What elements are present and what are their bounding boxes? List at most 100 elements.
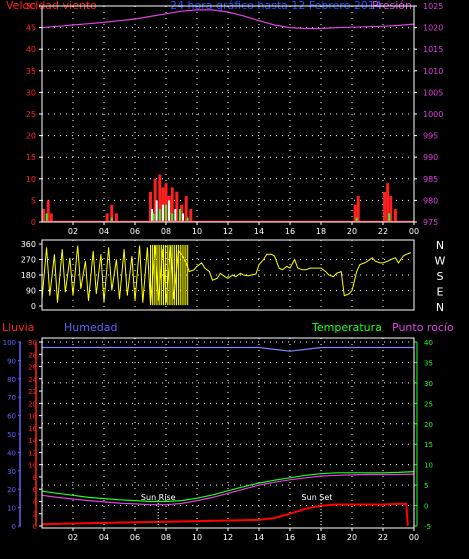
humidity-tick-label: 50: [7, 431, 16, 439]
avg-wind-bar: [388, 213, 391, 222]
rain-tick-label: 22: [28, 388, 37, 396]
y-tick-label: 30: [26, 88, 36, 97]
x-tick-label: 16: [285, 227, 295, 236]
rain-tick-label: 30: [28, 339, 37, 347]
gust-bar: [155, 200, 158, 222]
x-tick-label: 14: [254, 533, 264, 542]
wind-bar: [158, 174, 162, 222]
sun-annotations: Sun Rise Sun Set: [141, 493, 332, 526]
rain-tick-label: 14: [28, 437, 37, 445]
y2-tick-label: 975: [423, 218, 438, 227]
top-time-axis: 02 04 06 08 10 12 14 16 18 20 22 00: [68, 222, 419, 236]
direction-tick-label: 0: [31, 302, 36, 311]
wind-bar: [356, 196, 360, 222]
x-tick-label: 18: [316, 227, 326, 236]
rain-line: [41, 502, 409, 527]
temperature-tick-label: 0: [424, 503, 428, 511]
wind-bar: [164, 183, 168, 222]
humidity-tick-label: 80: [7, 376, 16, 384]
y-tick-label: 15: [26, 153, 36, 162]
avg-wind-bar: [165, 204, 167, 222]
wind-bar: [49, 213, 53, 222]
temperature-tick-label: 10: [424, 462, 433, 470]
x-tick-label: 04: [99, 533, 109, 542]
direction-tick-label: 90: [26, 287, 36, 296]
y2-tick-label: 1010: [423, 67, 443, 76]
wind-bar: [110, 204, 114, 222]
x-tick-label: 10: [192, 227, 202, 236]
temperature-tick-label: 25: [424, 400, 433, 408]
avg-wind-bar: [355, 217, 358, 222]
x-tick-label: 12: [223, 227, 233, 236]
wind-bar: [105, 213, 109, 222]
rain-tick-label: 10: [28, 462, 37, 470]
x-tick-label: 08: [161, 533, 171, 542]
humidity-axis: 0 10 20 30 40 50 60 70 80 90 100: [3, 339, 21, 531]
y-tick-label: 10: [26, 175, 36, 184]
humidity-tick-label: 40: [7, 449, 16, 457]
y2-tick-label: 1000: [423, 110, 443, 119]
temperature-tick-label: 20: [424, 421, 433, 429]
temperature-label: Temperatura: [311, 321, 382, 334]
humidity-tick-label: 70: [7, 394, 16, 402]
wind-bar: [393, 209, 397, 222]
y2-tick-label: 1015: [423, 45, 443, 54]
x-tick-label: 18: [316, 533, 326, 542]
wind-bar: [153, 178, 157, 222]
rain-tick-label: 26: [28, 364, 37, 372]
rain-tick-label: 28: [28, 351, 37, 359]
humidity-tick-label: 60: [7, 413, 16, 421]
x-tick-label: 16: [285, 533, 295, 542]
rain-tick-label: 20: [28, 400, 37, 408]
rain-tick-label: 0: [33, 523, 37, 531]
bottom-time-axis: 02 04 06 08 10 12 14 16 18 20 22 00: [68, 528, 419, 542]
y-tick-label: 50: [26, 2, 36, 11]
direction-tick-label: 270: [21, 256, 36, 265]
y-tick-label: 25: [26, 110, 36, 119]
temperature-tick-label: 35: [424, 359, 433, 367]
x-tick-label: 20: [347, 227, 357, 236]
compass-letter: W: [435, 255, 446, 268]
humidity-tick-label: 100: [3, 339, 16, 347]
temperature-tick-label: 5: [424, 482, 428, 490]
x-tick-label: 02: [68, 533, 78, 542]
gust-bar: [151, 209, 154, 222]
humidity-tick-label: 30: [7, 468, 16, 476]
avg-wind-bar: [152, 213, 155, 222]
gust-bar: [168, 200, 171, 222]
y2-tick-label: 1025: [423, 2, 443, 11]
wind-bar: [149, 191, 152, 222]
humidity-tick-label: 90: [7, 357, 16, 365]
humidity-label: Humedad: [64, 321, 117, 334]
wind-bar: [42, 209, 46, 222]
rain-label: Lluvia: [2, 321, 34, 334]
x-tick-label: 04: [99, 227, 109, 236]
wind-bar: [170, 187, 174, 222]
compass-letter: N: [436, 239, 444, 252]
avg-wind-bar: [171, 213, 174, 222]
bottom-plot-frame: [41, 337, 415, 529]
top-plot-frame: [41, 5, 415, 223]
rain-tick-label: 12: [28, 449, 37, 457]
y2-tick-label: 990: [423, 153, 438, 162]
y2-tick-label: 980: [423, 196, 438, 205]
rain-tick-label: 6: [33, 486, 38, 494]
rain-humidity-temp-panel: Lluvia Humedad Temperatura Punto rocío 0…: [2, 321, 454, 542]
gust-bar: [182, 213, 185, 222]
y-tick-label: 5: [31, 196, 36, 205]
rain-tick-label: 24: [28, 376, 37, 384]
dewpoint-label: Punto rocío: [392, 321, 454, 334]
wind-bar: [184, 196, 188, 222]
direction-series: [41, 244, 412, 306]
wind-bar: [175, 191, 179, 222]
wind-bar: [386, 183, 390, 222]
wind-bar: [383, 191, 387, 222]
x-tick-label: 22: [378, 227, 388, 236]
wind-bar: [389, 196, 393, 222]
compass-letter: N: [436, 301, 444, 314]
wind-bar: [353, 204, 357, 222]
compass-letter: S: [437, 270, 444, 283]
